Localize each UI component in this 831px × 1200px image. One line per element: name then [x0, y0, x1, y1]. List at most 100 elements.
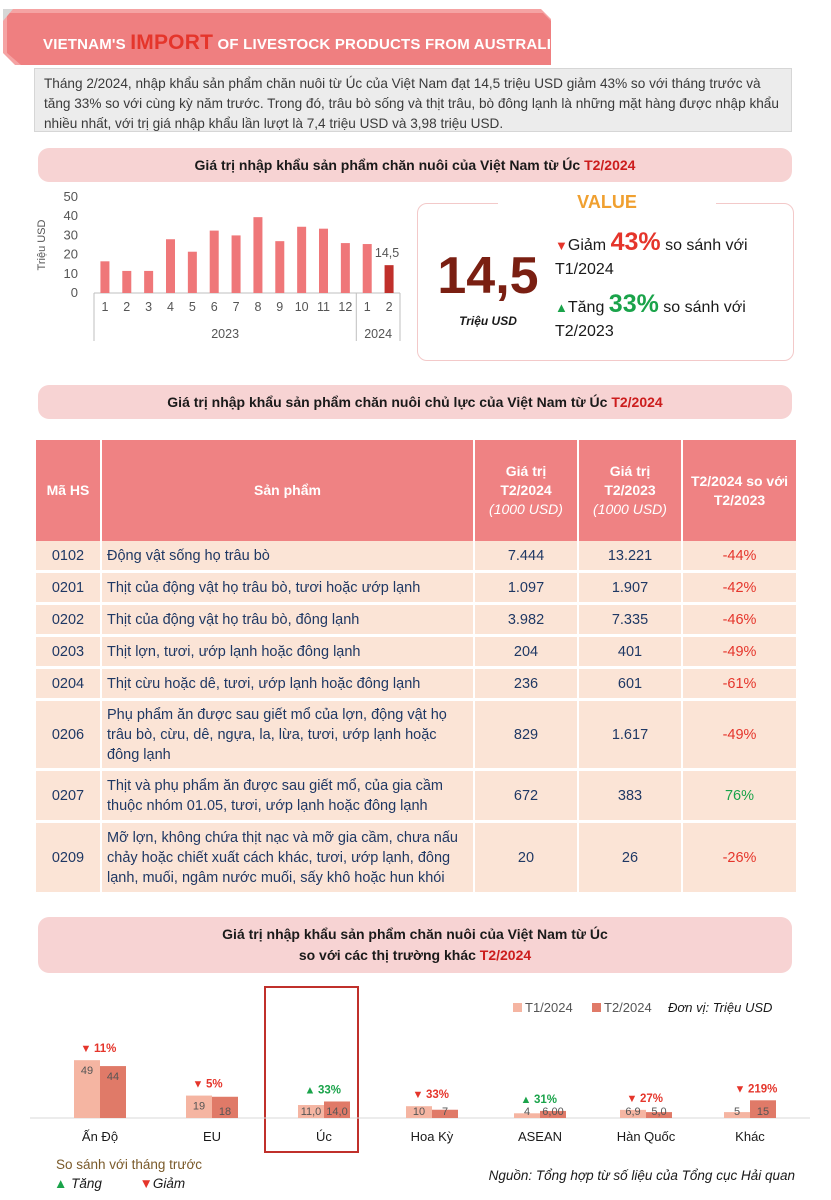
data-label: 11,0 [301, 1106, 322, 1118]
change-label: 5% [206, 1079, 223, 1091]
cell-hs: 0207 [36, 771, 102, 823]
category-label: Úc [316, 1129, 332, 1144]
table-row: 0209 Mỡ lợn, không chứa thịt nạc và mỡ gi… [36, 823, 796, 895]
bar [406, 1106, 432, 1118]
cell-change: -26% [683, 823, 796, 895]
table-row: 0204 Thịt cừu hoặc dê, tươi, ướp lạnh hoặ… [36, 669, 796, 701]
x-tick-label: 9 [276, 300, 283, 314]
down-arrow-icon: ▼ [627, 1093, 638, 1105]
bar [298, 1105, 324, 1118]
bar [620, 1109, 646, 1118]
col-header-value-2024: Giá trị T2/2024 (1000 USD) [475, 440, 579, 541]
cell-change: -49% [683, 637, 796, 669]
down-arrow-icon: ▼ [735, 1083, 746, 1095]
cell-value-2023: 13.221 [579, 541, 683, 573]
y-tick-label: 40 [64, 208, 78, 223]
cell-value-2023: 1.617 [579, 701, 683, 771]
header-banner: VIETNAM'S IMPORT OF LIVESTOCK PRODUCTS F… [3, 9, 562, 65]
section-title-products: Giá trị nhập khẩu sản phẩm chăn nuôi chủ… [38, 385, 792, 419]
legend-label: T1/2024 [525, 1000, 573, 1015]
cell-value-2023: 7.335 [579, 605, 683, 637]
cell-value-2024: 829 [475, 701, 579, 771]
bar [340, 243, 350, 293]
bar [187, 251, 197, 293]
legend-label: T2/2024 [604, 1000, 652, 1015]
decrease-comparison: ▼Giảm 43% so sánh với T1/2024 [555, 228, 748, 279]
bar [750, 1100, 776, 1118]
cell-change: -42% [683, 573, 796, 605]
products-table: Mã HS Sản phẩm Giá trị T2/2024 (1000 USD) … [36, 440, 796, 895]
up-arrow-icon: ▲ [521, 1094, 532, 1106]
cell-product: Phụ phẩm ăn được sau giết mổ của lợn, độ… [102, 701, 475, 771]
cell-value-2024: 1.097 [475, 573, 579, 605]
cell-value-2024: 7.444 [475, 541, 579, 573]
bar [122, 270, 132, 293]
x-tick-label: 4 [167, 300, 174, 314]
data-label: 6,00 [542, 1106, 563, 1118]
data-label: 15 [757, 1106, 769, 1118]
big-value-unit: Triệu USD [459, 314, 517, 328]
x-tick-label: 2 [386, 300, 393, 314]
data-label: 14,5 [375, 246, 399, 260]
change-label: 11% [94, 1043, 116, 1055]
highlight-frame [264, 986, 359, 1153]
data-label: 49 [81, 1065, 93, 1077]
col-header-value-2023: Giá trị T2/2023 (1000 USD) [579, 440, 683, 541]
big-value: 14,5 [437, 247, 539, 305]
data-label: 14,0 [326, 1106, 347, 1118]
x-tick-label: 7 [233, 300, 240, 314]
group-label: 2024 [364, 327, 392, 341]
cell-value-2023: 26 [579, 823, 683, 895]
cell-product: Thịt của động vật họ trâu bò, tươi hoặc … [102, 573, 475, 605]
cell-change: -61% [683, 669, 796, 701]
bar [74, 1060, 100, 1118]
cell-product: Mỡ lợn, không chứa thịt nạc và mỡ gia cầ… [102, 823, 475, 895]
cell-value-2023: 1.907 [579, 573, 683, 605]
bar [724, 1112, 750, 1118]
cell-value-2024: 204 [475, 637, 579, 669]
category-label: EU [203, 1129, 221, 1144]
cell-product: Thịt và phụ phẩm ăn được sau giết mổ, củ… [102, 771, 475, 823]
increase-pct: 33% [608, 290, 659, 318]
bar [362, 244, 372, 293]
cell-value-2024: 672 [475, 771, 579, 823]
page-title: VIETNAM'S IMPORT OF LIVESTOCK PRODUCTS F… [43, 31, 563, 54]
unit-note: Đơn vị: Triệu USD [668, 1000, 772, 1015]
data-label: 44 [107, 1071, 119, 1083]
y-tick-label: 0 [71, 285, 78, 300]
bar [324, 1101, 350, 1118]
col-header-product: Sản phẩm [102, 440, 475, 541]
data-label: 5 [734, 1106, 740, 1118]
decrease-pct: 43% [610, 228, 661, 256]
cell-value-2023: 383 [579, 771, 683, 823]
y-tick-label: 20 [64, 247, 78, 262]
data-label: 18 [219, 1106, 231, 1118]
down-arrow-icon: ▼ [193, 1079, 204, 1091]
change-label: 31% [534, 1094, 557, 1106]
bar [253, 217, 263, 293]
legend-swatch [513, 1003, 522, 1012]
bar [319, 228, 328, 293]
cell-value-2023: 401 [579, 637, 683, 669]
bar [646, 1112, 672, 1118]
bar [100, 261, 110, 293]
up-arrow-icon: ▲ [555, 300, 568, 315]
x-tick-label: 1 [364, 300, 371, 314]
cell-change: -46% [683, 605, 796, 637]
data-label: 7 [442, 1106, 448, 1118]
bar [432, 1109, 458, 1118]
cell-change: 76% [683, 771, 796, 823]
y-axis-label: Triệu USD [36, 219, 48, 270]
banner-shape [3, 9, 553, 65]
cell-value-2023: 601 [579, 669, 683, 701]
bar [297, 226, 307, 293]
up-arrow-icon: ▲ [54, 1176, 68, 1191]
category-label: ASEAN [518, 1129, 562, 1144]
legend-note-title: So sánh với tháng trước [56, 1157, 203, 1172]
bar [166, 239, 175, 293]
source-note: Nguồn: Tổng hợp từ số liệu của Tổng cục … [488, 1168, 795, 1183]
legend-marks: ▲ Tăng ▼Giảm [54, 1176, 186, 1191]
x-tick-label: 1 [101, 300, 108, 314]
x-tick-label: 8 [254, 300, 261, 314]
